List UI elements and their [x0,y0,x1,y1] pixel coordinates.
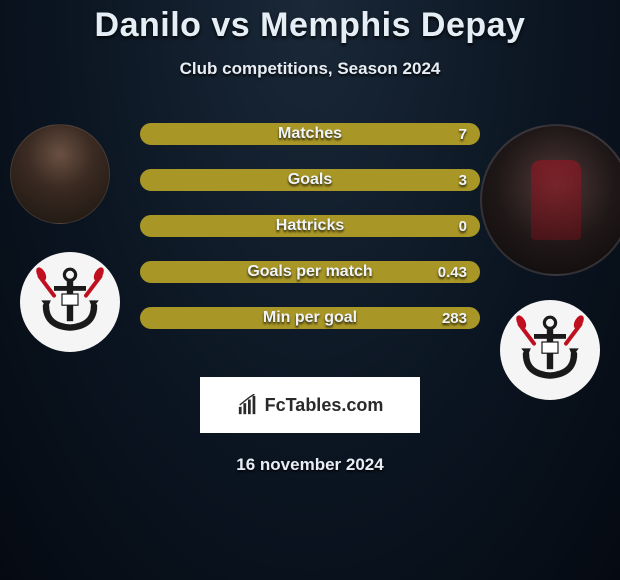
stat-label: Min per goal [263,309,357,327]
logo-text: FcTables.com [265,395,384,416]
stat-row: Hattricks 0 [0,215,620,237]
stats-list: Matches 7 Goals 3 Hattricks 0 Goals per match 0… [0,123,620,329]
subtitle: Club competitions, Season 2024 [0,59,620,79]
stat-bar: Hattricks 0 [140,215,480,237]
stat-bar: Goals 3 [140,169,480,191]
stat-value: 3 [459,172,467,189]
stat-row: Goals per match 0.43 [0,261,620,283]
stat-value: 7 [459,126,467,143]
stat-bar: Goals per match 0.43 [140,261,480,283]
stat-label: Goals per match [247,263,372,281]
stat-row: Matches 7 [0,123,620,145]
stat-label: Matches [278,125,342,143]
chart-icon [237,394,259,416]
stat-bar: Matches 7 [140,123,480,145]
stat-value: 283 [442,310,467,327]
stat-row: Goals 3 [0,169,620,191]
stat-value: 0 [459,218,467,235]
stat-label: Hattricks [276,217,344,235]
page-title: Danilo vs Memphis Depay [0,0,620,45]
stat-label: Goals [288,171,332,189]
fctables-logo: FcTables.com [200,377,420,433]
date-label: 16 november 2024 [0,455,620,475]
stat-value: 0.43 [438,264,467,281]
stat-row: Min per goal 283 [0,307,620,329]
stat-bar: Min per goal 283 [140,307,480,329]
